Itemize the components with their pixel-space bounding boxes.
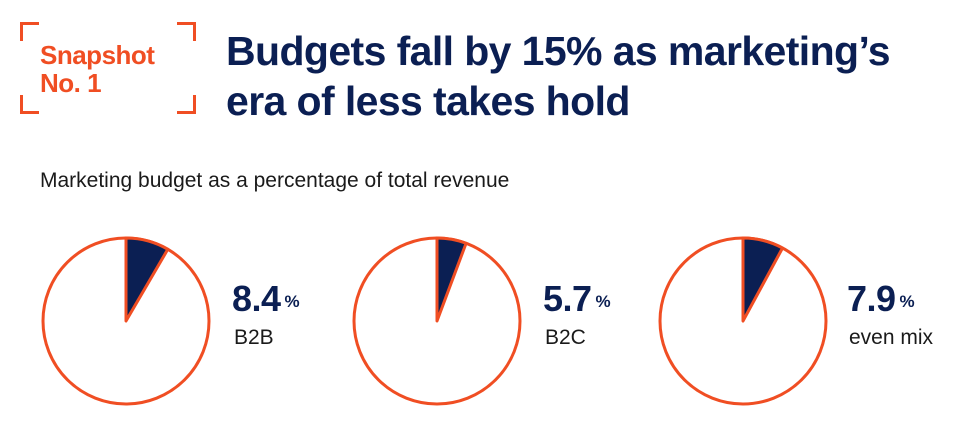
pie-even-mix [658,236,828,406]
category-label-b2c: B2C [545,326,586,349]
badge-corner-top-left [20,22,39,41]
value-number-b2b: 8.4 [232,278,281,319]
category-label-b2b: B2B [234,326,274,349]
value-number-even-mix: 7.9 [847,278,896,319]
badge-line-2: No. 1 [40,68,102,98]
pie-b2b [41,236,211,406]
headline: Budgets fall by 15% as marketing’s era o… [226,26,966,126]
value-label-even-mix: 7.9% [847,278,915,322]
pie-slice-b2b [124,236,170,323]
badge-line-1: Snapshot [40,40,155,70]
badge-corner-bottom-left [20,95,39,114]
value-unit-b2b: % [284,292,300,311]
value-unit-even-mix: % [899,292,915,311]
value-unit-b2c: % [595,292,611,311]
value-label-b2c: 5.7% [543,278,611,322]
pie-slice-even-mix [741,236,785,323]
badge-text: Snapshot No. 1 [40,40,155,98]
snapshot-badge: Snapshot No. 1 [20,22,196,114]
pie-slice-b2c [435,236,468,323]
headline-line-2: era of less takes hold [226,78,630,124]
category-label-even-mix: even mix [849,326,934,349]
badge-corner-bottom-right [177,95,196,114]
headline-line-1: Budgets fall by 15% as marketing’s [226,28,891,74]
value-number-b2c: 5.7 [543,278,592,319]
badge-corner-top-right [177,22,196,41]
chart-subtitle: Marketing budget as a percentage of tota… [40,169,510,192]
pie-b2c [352,236,522,406]
value-label-b2b: 8.4% [232,278,300,322]
